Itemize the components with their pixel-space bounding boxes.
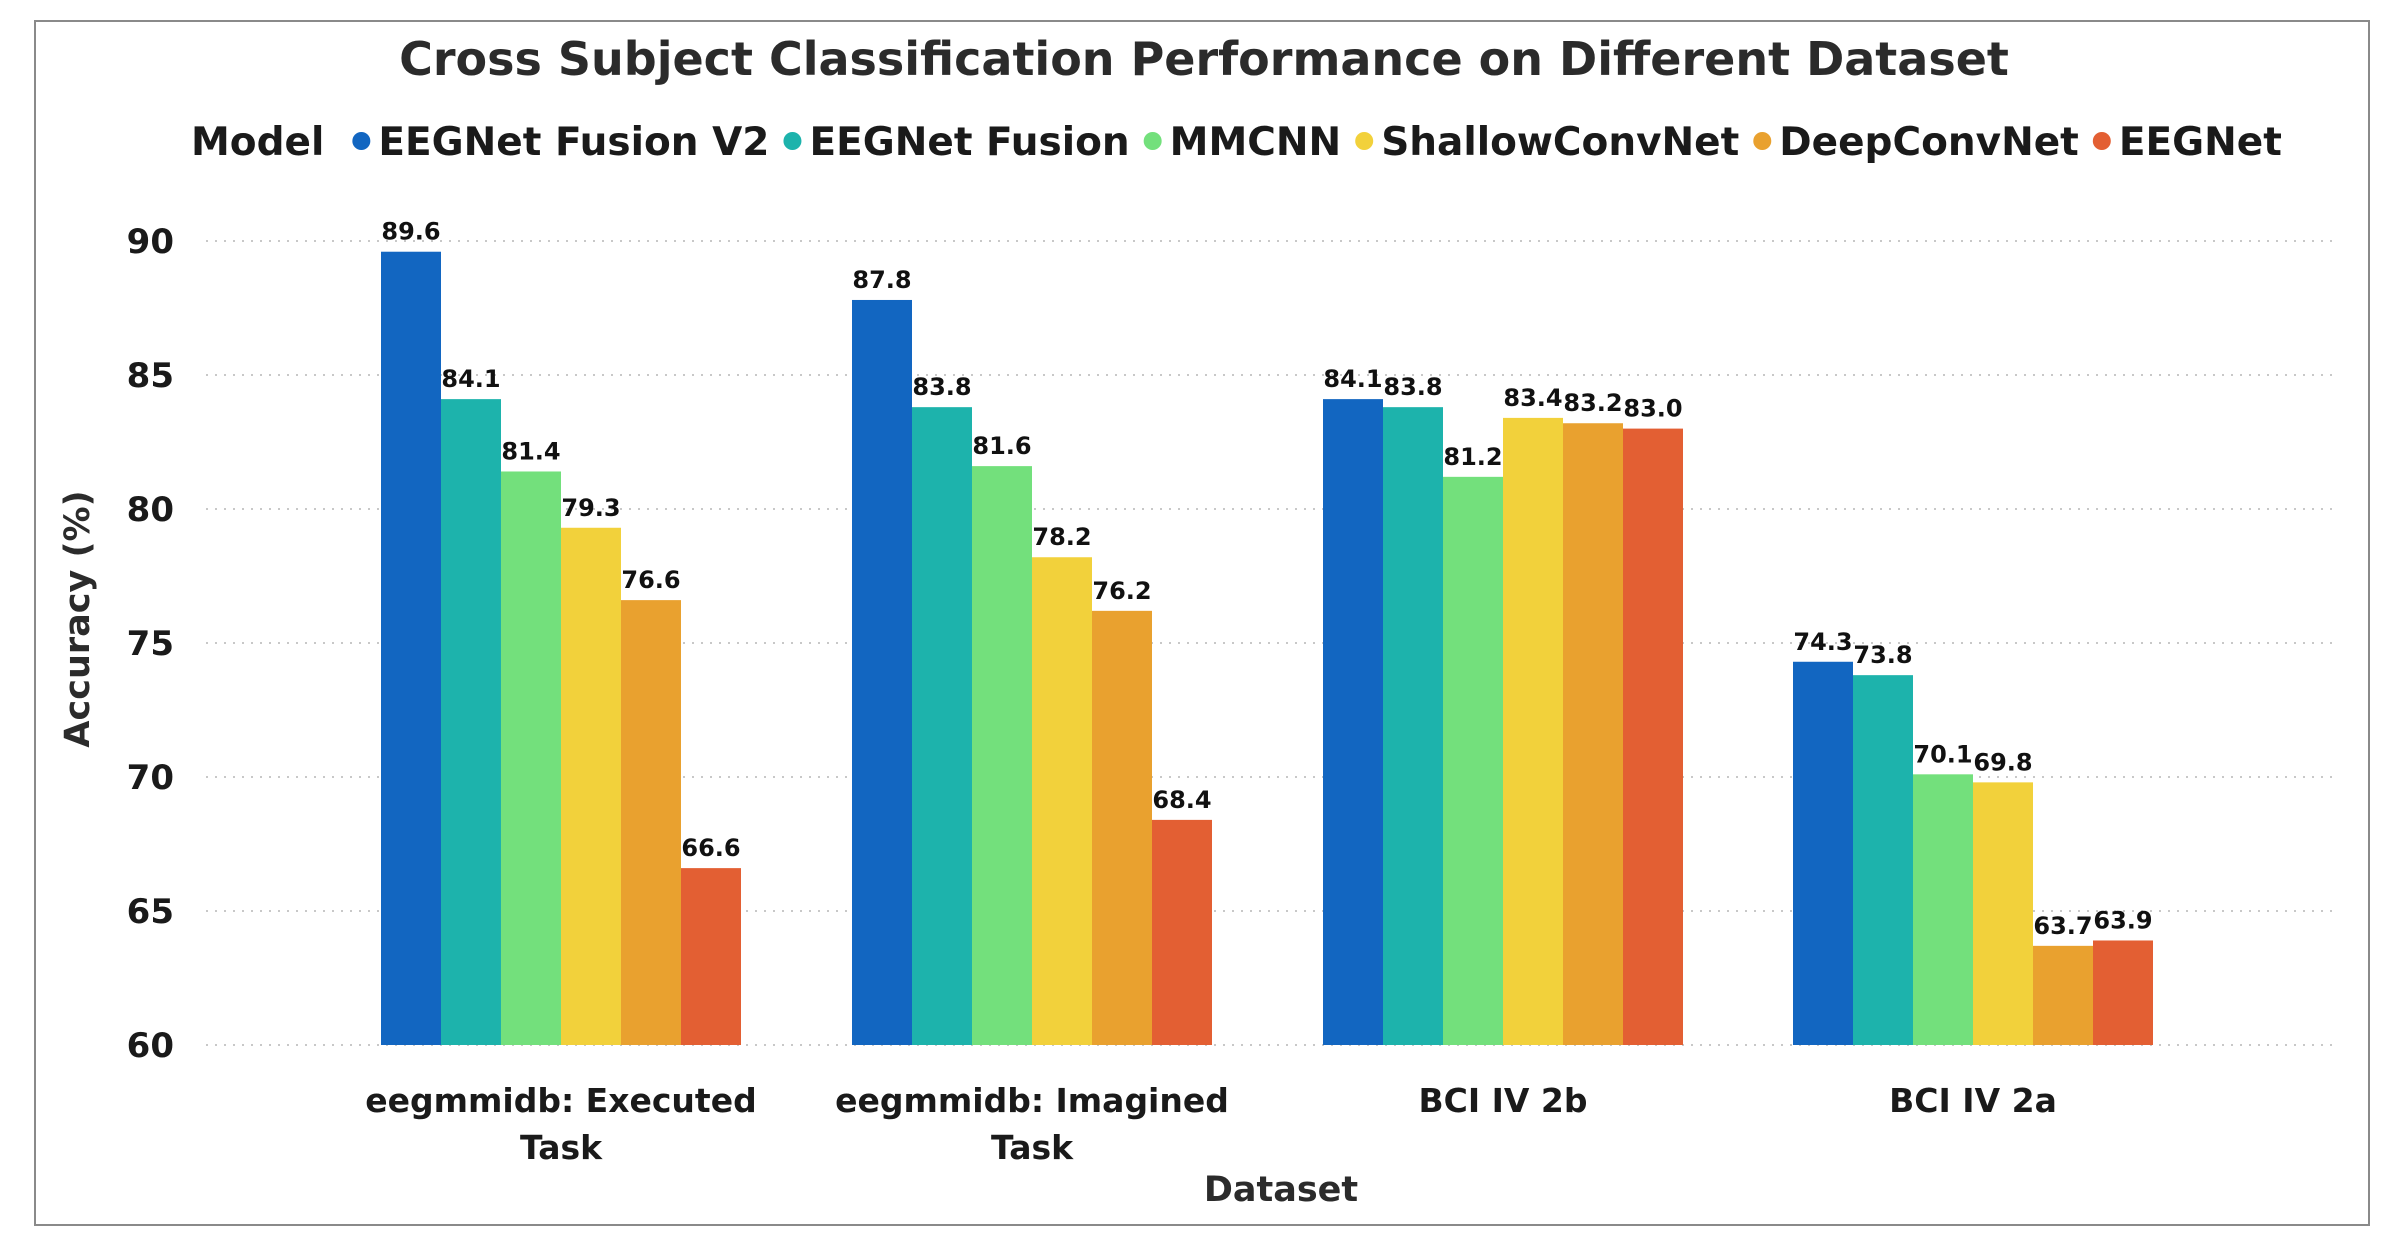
y-tick-label: 60 (127, 1026, 174, 1066)
data-label: 63.9 (2093, 906, 2152, 934)
chart-frame: Cross Subject Classification Performance… (34, 20, 2370, 1226)
legend-item-label: ShallowConvNet (1381, 120, 1739, 165)
x-axis-ticks: eegmmidb: Executed Task eegmmidb: Imagined… (365, 1081, 2057, 1167)
data-label: 63.7 (2033, 912, 2092, 940)
y-tick-label: 85 (127, 356, 174, 396)
data-label: 81.2 (1443, 443, 1502, 471)
bar-chart: Cross Subject Classification Performance… (58, 32, 2336, 1210)
data-label: 89.6 (381, 218, 440, 246)
x-tick-label: Task (991, 1128, 1074, 1167)
data-label: 76.6 (621, 566, 680, 594)
bar (2093, 940, 2153, 1045)
data-label: 83.8 (912, 373, 971, 401)
data-label: 87.8 (852, 266, 911, 294)
data-label: 83.0 (1623, 395, 1682, 423)
bar (1152, 819, 1212, 1045)
data-label: 83.8 (1383, 373, 1442, 401)
bar (681, 868, 741, 1045)
bar (441, 399, 501, 1045)
y-axis-label: Accuracy (%) (58, 490, 98, 747)
bar (852, 299, 912, 1046)
data-label: 83.4 (1503, 384, 1562, 412)
y-axis-ticks: 60 65 70 75 80 85 90 (127, 222, 174, 1066)
bar (561, 527, 621, 1045)
data-label: 68.4 (1152, 786, 1211, 814)
x-tick-label: Task (520, 1128, 603, 1167)
bar (501, 471, 561, 1046)
y-tick-label: 70 (127, 758, 174, 798)
data-label: 70.1 (1913, 740, 1972, 768)
bar (972, 466, 1032, 1045)
bar (1443, 476, 1503, 1046)
bar (1503, 417, 1563, 1045)
y-tick-label: 80 (127, 490, 174, 530)
data-label: 74.3 (1793, 628, 1852, 656)
y-tick-label: 75 (127, 624, 174, 664)
bar (1092, 610, 1152, 1045)
data-label: 66.6 (681, 834, 740, 862)
bar (1913, 774, 1973, 1045)
data-label: 81.6 (972, 432, 1031, 460)
data-label: 81.4 (501, 437, 560, 465)
legend-marker (1753, 132, 1772, 150)
data-label: 83.2 (1563, 389, 1622, 417)
data-label: 73.8 (1853, 641, 1912, 669)
x-tick-label: BCI IV 2b (1418, 1081, 1587, 1120)
x-tick-label: eegmmidb: Imagined (835, 1081, 1229, 1120)
bar (1793, 661, 1853, 1045)
bar (912, 407, 972, 1045)
legend-marker (1355, 132, 1374, 150)
bar (1323, 399, 1383, 1045)
legend-item-label: DeepConvNet (1779, 120, 2079, 165)
legend-title: Model (191, 120, 324, 165)
legend: Model EEGNet Fusion V2 EEGNet Fusion MMCNN S… (191, 120, 2282, 165)
data-label: 84.1 (441, 365, 500, 393)
bar (1032, 557, 1092, 1045)
chart-title: Cross Subject Classification Performance… (399, 32, 2009, 86)
legend-item-label: MMCNN (1170, 120, 1342, 165)
data-labels: 89.687.884.174.384.1 83.8 83.873.881.4 81.6… (381, 218, 2152, 940)
bar (621, 600, 681, 1045)
y-tick-label: 65 (127, 892, 174, 932)
x-tick-label: BCI IV 2a (1889, 1081, 2057, 1120)
bar (1853, 675, 1913, 1045)
legend-item-label: EEGNet (2119, 120, 2282, 165)
x-tick-label: eegmmidb: Executed (365, 1081, 756, 1120)
x-axis-label: Dataset (1204, 1170, 1358, 1210)
bar (1383, 407, 1443, 1045)
bar (1973, 782, 2033, 1045)
legend-marker (352, 132, 371, 150)
bar (1623, 428, 1683, 1046)
bar (381, 251, 441, 1046)
bars (381, 251, 2153, 1046)
legend-item-label: EEGNet Fusion (809, 120, 1129, 165)
data-label: 78.2 (1032, 523, 1091, 551)
legend-marker (2092, 132, 2111, 150)
bar (2033, 945, 2093, 1045)
data-label: 76.2 (1092, 577, 1151, 605)
data-label: 84.1 (1323, 365, 1382, 393)
legend-marker (1143, 132, 1162, 150)
legend-marker (783, 132, 802, 150)
data-label: 79.3 (561, 494, 620, 522)
data-label: 69.8 (1973, 748, 2032, 776)
y-tick-label: 90 (127, 222, 174, 262)
bar (1563, 423, 1623, 1045)
legend-item-label: EEGNet Fusion V2 (378, 120, 769, 165)
